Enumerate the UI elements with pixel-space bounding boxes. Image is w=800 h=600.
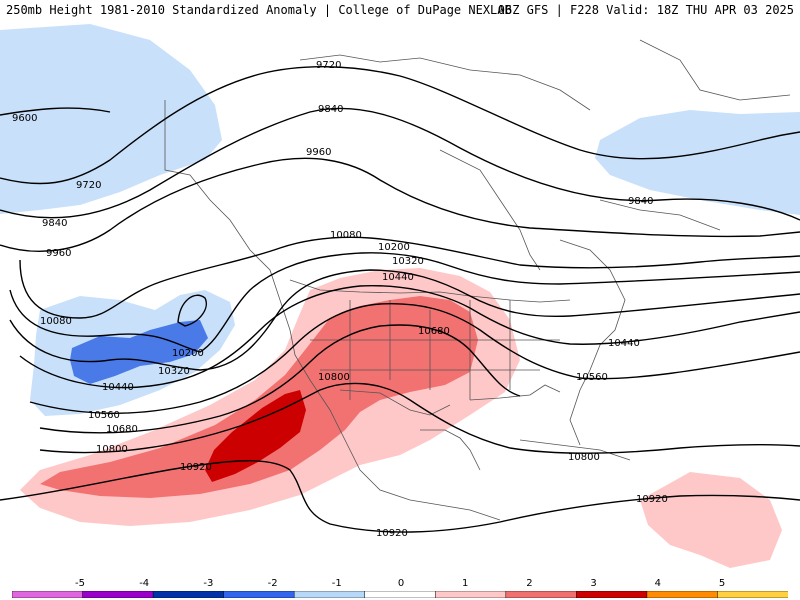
contour-label: 9720 xyxy=(76,180,101,191)
contour-label: 9960 xyxy=(306,147,331,158)
legend-tick-label: -3 xyxy=(203,578,214,589)
legend-tick-label: 3 xyxy=(590,578,597,589)
legend-color-swatch xyxy=(646,591,719,598)
contour-10320 xyxy=(9,269,800,371)
neg-anomaly-alaska xyxy=(0,24,222,214)
anomaly-legend: -5 -4 -3 -2 -1 0 1 2 3 4 5 xyxy=(0,578,800,600)
legend-tick-label: 4 xyxy=(654,578,661,589)
contour-label: 9840 xyxy=(42,218,67,229)
contour-label: 10080 xyxy=(330,230,362,241)
contour-label: 10320 xyxy=(158,366,190,377)
legend-tick-label: 0 xyxy=(397,578,405,589)
contour-label: 10920 xyxy=(636,494,668,505)
contour-label: 9600 xyxy=(12,113,37,124)
contour-10080 xyxy=(19,236,800,319)
contour-label: 10440 xyxy=(382,272,414,283)
height-contours xyxy=(0,66,800,533)
legend-tick-label: 1 xyxy=(462,578,469,589)
contour-label: 9840 xyxy=(628,196,653,207)
contour-label: 10080 xyxy=(40,316,72,327)
legend-color-swatch xyxy=(12,591,84,598)
contour-label: 10440 xyxy=(102,382,134,393)
contour-label: 10200 xyxy=(378,242,410,253)
contour-9960 xyxy=(0,157,800,252)
legend-color-swatch xyxy=(152,591,225,598)
legend-color-swatch xyxy=(223,591,295,598)
contour-label: 10800 xyxy=(318,372,350,383)
contour-label: 10680 xyxy=(418,326,450,337)
map-title: 250mb Height 1981-2010 Standardized Anom… xyxy=(6,3,512,17)
weather-map: 9600 9720 9720 9840 9840 9840 9960 9960 … xyxy=(0,22,800,578)
contour-label: 9720 xyxy=(316,60,341,71)
map-header: 250mb Height 1981-2010 Standardized Anom… xyxy=(0,0,800,22)
legend-color-swatch xyxy=(364,591,437,598)
neg-anomaly-greenland xyxy=(595,110,800,215)
contour-10920 xyxy=(0,460,800,533)
contour-label: 10440 xyxy=(608,338,640,349)
neg-anomaly-pacific-core xyxy=(70,320,208,384)
contour-label: 10800 xyxy=(96,444,128,455)
legend-color-swatch xyxy=(576,591,648,598)
contour-10200-pacific-loop xyxy=(177,294,207,327)
contour-label: 10560 xyxy=(576,372,608,383)
contour-label: 10680 xyxy=(106,424,138,435)
contour-10200 xyxy=(9,252,800,353)
pos-anomaly-core xyxy=(205,390,306,482)
legend-colorbar xyxy=(12,591,788,598)
model-run-info: 06Z GFS | F228 Valid: 18Z THU APR 03 202… xyxy=(497,3,794,17)
contour-labels: 9600 9720 9720 9840 9840 9840 9960 9960 … xyxy=(12,60,668,539)
contour-label: 9960 xyxy=(46,248,71,259)
contour-9720 xyxy=(0,66,800,185)
legend-tick-label: -2 xyxy=(267,578,278,589)
contour-label: 10200 xyxy=(172,348,204,359)
legend-tick-label: 2 xyxy=(526,578,533,589)
contour-10800 xyxy=(39,382,800,454)
contour-10440 xyxy=(19,285,800,389)
legend-color-swatch xyxy=(505,591,578,598)
legend-tick-label: -4 xyxy=(139,578,150,589)
coastlines xyxy=(164,39,791,521)
contour-10680 xyxy=(39,324,521,434)
contour-label: 10800 xyxy=(568,452,600,463)
legend-color-swatch xyxy=(435,591,507,598)
contour-label: 10560 xyxy=(88,410,120,421)
pos-anomaly-east-pacific xyxy=(640,472,782,568)
contour-label: 9840 xyxy=(318,104,343,115)
contour-10560 xyxy=(29,303,800,414)
legend-color-swatch xyxy=(82,591,154,598)
legend-tick-label: -5 xyxy=(75,578,85,589)
contour-9840 xyxy=(0,107,800,221)
legend-tick-label: 5 xyxy=(718,578,726,589)
pos-anomaly-mid xyxy=(40,296,478,498)
contour-label: 10920 xyxy=(376,528,408,539)
legend-tick-label: -1 xyxy=(331,578,342,589)
contour-9600 xyxy=(0,107,111,116)
map-canvas: 9600 9720 9720 9840 9840 9840 9960 9960 … xyxy=(0,24,800,568)
contour-label: 10920 xyxy=(180,462,212,473)
legend-color-swatch xyxy=(717,591,788,598)
legend-color-swatch xyxy=(293,591,366,598)
contour-label: 10320 xyxy=(392,256,424,267)
